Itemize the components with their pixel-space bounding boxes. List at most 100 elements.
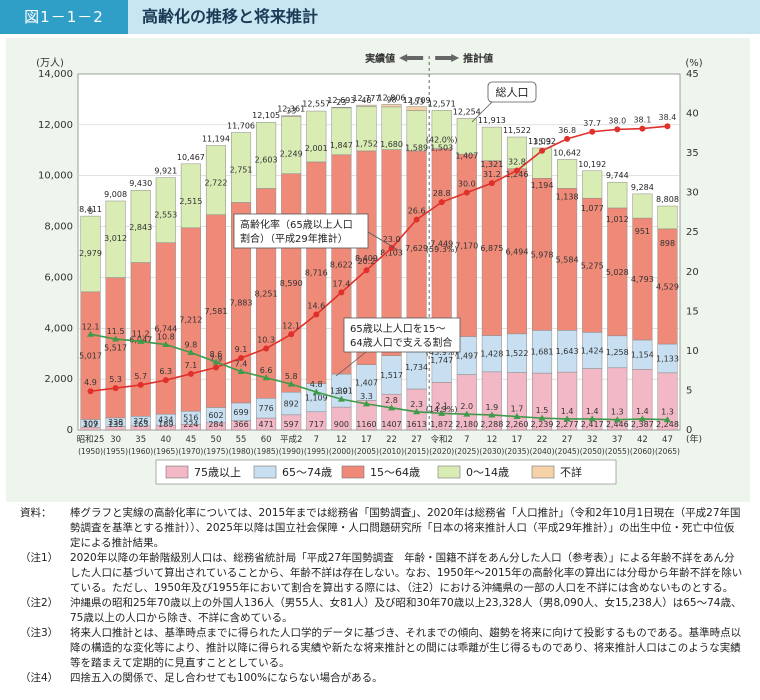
support-ratio-point: [262, 374, 270, 381]
bar-value-label: 699: [233, 408, 248, 417]
bar-value-label: 1,258: [606, 348, 629, 357]
left-tick-label: 10,000: [38, 171, 73, 182]
left-tick-label: 2,000: [44, 374, 73, 385]
support-ratio-line: [90, 333, 668, 421]
aging-rate-label: 30.0: [458, 180, 476, 189]
bar-value-label: 2,288: [480, 420, 503, 429]
bar-value-label: 1,589: [405, 143, 428, 152]
x-tick-era: 平成2: [280, 434, 302, 445]
right-tick-label: 15: [686, 306, 699, 317]
x-tick-year: (1955): [103, 447, 128, 456]
aging-rate-point: [112, 385, 119, 392]
bar-segment: [105, 200, 126, 278]
x-tick-era: 37: [612, 435, 623, 445]
support-ratio-label: 2.0: [460, 402, 473, 411]
bar-value-label: 1,138: [556, 192, 579, 201]
chart-panel: 0 2,000 4,000 6,000 8,000 10,000 12,000 14,000 0…: [6, 38, 750, 502]
support-ratio-label: 1.4: [586, 407, 599, 416]
bar-value-label: 8,103: [380, 249, 403, 258]
support-ratio-label: 11.5: [107, 327, 125, 336]
legend-swatch: [341, 465, 365, 479]
bar-segment: [281, 116, 302, 174]
bar-segment: [632, 193, 653, 219]
total-population-callout: [487, 81, 537, 103]
aging-rate-label: 5.7: [134, 372, 147, 381]
total-label: 8,808: [656, 195, 679, 204]
legend-label: 0～14歳: [466, 466, 509, 479]
aging-rate-label: 31.2: [483, 170, 501, 179]
total-label: 11,522: [503, 126, 531, 135]
bar-value-label: 4,529: [656, 282, 679, 291]
x-tick-era: 42: [637, 435, 648, 445]
bar-value-label: 2,446: [606, 420, 629, 429]
left-tick-label: 0: [67, 425, 73, 436]
bar-value-label: 1160: [356, 420, 376, 429]
bar-value-label: 434: [158, 416, 173, 425]
bar-value-label: 2,180: [455, 420, 478, 429]
bar-value-label: 1,246: [506, 170, 529, 179]
x-tick-year: (1965): [153, 447, 178, 456]
support-ratio-point: [362, 400, 370, 407]
aging-rate-label: 4.9: [84, 378, 97, 387]
support-ratio-point: [337, 395, 345, 402]
bar-value-label: 5,017: [79, 352, 102, 361]
aging-rate-label: 6.3: [159, 367, 172, 376]
bar-value-label: 1,407: [455, 151, 478, 160]
x-tick-year: (1950): [78, 447, 103, 456]
bar-value-label: 2,239: [531, 420, 554, 429]
support-ratio-label: 2.8: [385, 396, 398, 405]
x-tick-year: (1960): [128, 447, 153, 456]
bar-value-label: 2,553: [154, 211, 177, 220]
right-tick-label: 45: [686, 69, 699, 80]
bar-value-label: 1,747: [430, 356, 453, 365]
bar-value-label: 1,154: [631, 351, 654, 360]
bar-value-label: 1,424: [581, 346, 604, 355]
support-ratio-point: [413, 408, 421, 415]
support-ratio-point: [388, 404, 396, 411]
bar-value-label: 1,497: [455, 352, 478, 361]
bar-value-label: 2,387: [631, 420, 654, 429]
bar-value-label: 0: [88, 207, 93, 216]
bar-value-label: 1,522: [506, 349, 529, 358]
bar-value-label: 163: [133, 420, 148, 429]
total-label: 10,192: [578, 160, 606, 169]
x-tick-era: 17: [512, 435, 523, 445]
bar-segment: [557, 159, 578, 189]
aging-rate-point: [589, 128, 596, 135]
support-ratio-leader: [335, 351, 367, 377]
total-population-annotation: 総人口: [496, 85, 529, 99]
pct-label-2020: (59.3%): [426, 245, 458, 254]
x-tick-year: (1990): [279, 447, 304, 456]
bar-value-label: 8,409: [355, 254, 378, 263]
support-ratio-label: 1.9: [486, 403, 499, 412]
bar-value-label: 7,883: [230, 299, 253, 308]
bar-segment: [406, 106, 427, 111]
x-tick-year: (1995): [304, 447, 329, 456]
support-ratio-label: 5.8: [285, 372, 298, 381]
x-tick-era: 12: [486, 435, 497, 445]
aging-rate-point: [639, 125, 646, 132]
x-tick-era: 32: [587, 435, 598, 445]
support-ratio-label: 9.8: [185, 340, 198, 349]
x-tick-era: 27: [562, 435, 573, 445]
x-tick-year: (2030): [479, 447, 504, 456]
bar-value-label: 8,716: [305, 269, 328, 278]
support-ratio-label: 1.3: [611, 408, 624, 417]
bar-segment: [657, 205, 678, 230]
support-ratio-point: [613, 416, 621, 423]
bar-segment: [331, 106, 352, 109]
right-tick-label: 35: [686, 148, 699, 159]
support-ratio-point: [187, 348, 195, 355]
bar-value-label: 5,028: [606, 268, 629, 277]
x-tick-era: 60: [261, 435, 272, 445]
bar-value-label: 7,629: [405, 244, 428, 253]
bar-value-label: 7,212: [179, 315, 202, 324]
bar-value-label: 2,260: [506, 420, 529, 429]
bar-value-label: 338: [108, 418, 123, 427]
bar-value-label: 1,643: [556, 347, 579, 356]
support-ratio-label: 1.5: [536, 406, 549, 415]
x-tick-year: (2045): [555, 447, 580, 456]
right-axis-unit: (%): [685, 58, 702, 69]
x-tick-year: (1980): [229, 447, 254, 456]
